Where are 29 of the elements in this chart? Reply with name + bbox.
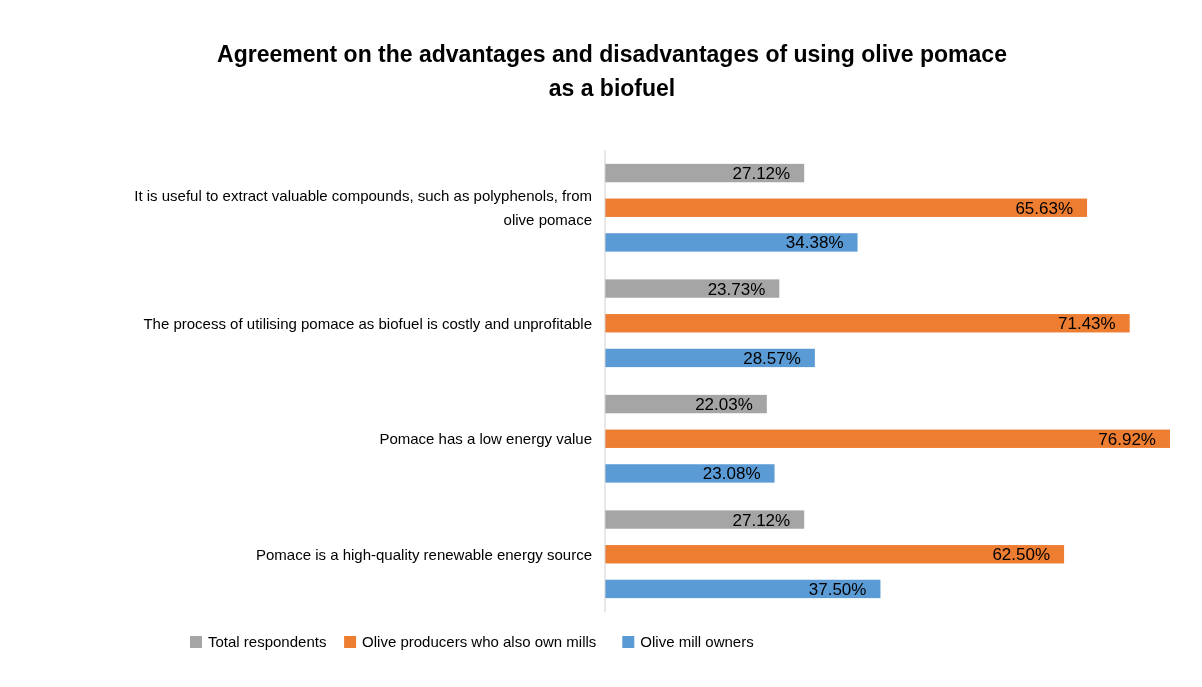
- bar: [605, 233, 858, 252]
- data-label: 76.92%: [1098, 429, 1156, 449]
- bar: [605, 314, 1130, 333]
- bar: [605, 464, 775, 483]
- data-label: 34.38%: [785, 233, 844, 253]
- data-label: 28.57%: [743, 348, 801, 368]
- chart-title: Agreement on the advantages and disadvantages of using olive pomace as a biofuel: [217, 41, 1007, 101]
- data-label: 65.63%: [1015, 198, 1074, 218]
- data-label: 37.50%: [808, 579, 867, 599]
- legend-label: Total respondents: [208, 633, 327, 651]
- bar: [605, 510, 805, 529]
- y-tick-label: It is useful to extract valuable compounds, such as polyphenols, from olive pomace: [134, 187, 592, 228]
- bar: [605, 545, 1065, 564]
- bar: [605, 579, 881, 599]
- bar: [605, 279, 780, 298]
- data-label: 23.08%: [702, 464, 761, 484]
- data-label: 23.73%: [707, 279, 766, 299]
- data-label: 27.12%: [732, 164, 791, 184]
- y-tick-label: Pomace is a high-quality renewable energy source: [255, 545, 592, 563]
- bar: [605, 198, 1088, 217]
- y-tick-label: The process of utilising pomace as biofuel is costly and unprofitable: [143, 314, 592, 332]
- legend-label: Olive mill owners: [640, 633, 754, 651]
- bar: [605, 429, 1170, 448]
- y-tick-label: Pomace has a low energy value: [379, 430, 592, 447]
- legend-label: Olive producers who also own mills: [362, 633, 597, 651]
- data-label: 27.12%: [732, 510, 791, 530]
- data-label: 22.03%: [695, 395, 753, 415]
- data-label: 71.43%: [1058, 314, 1116, 334]
- data-label: 62.50%: [992, 545, 1051, 565]
